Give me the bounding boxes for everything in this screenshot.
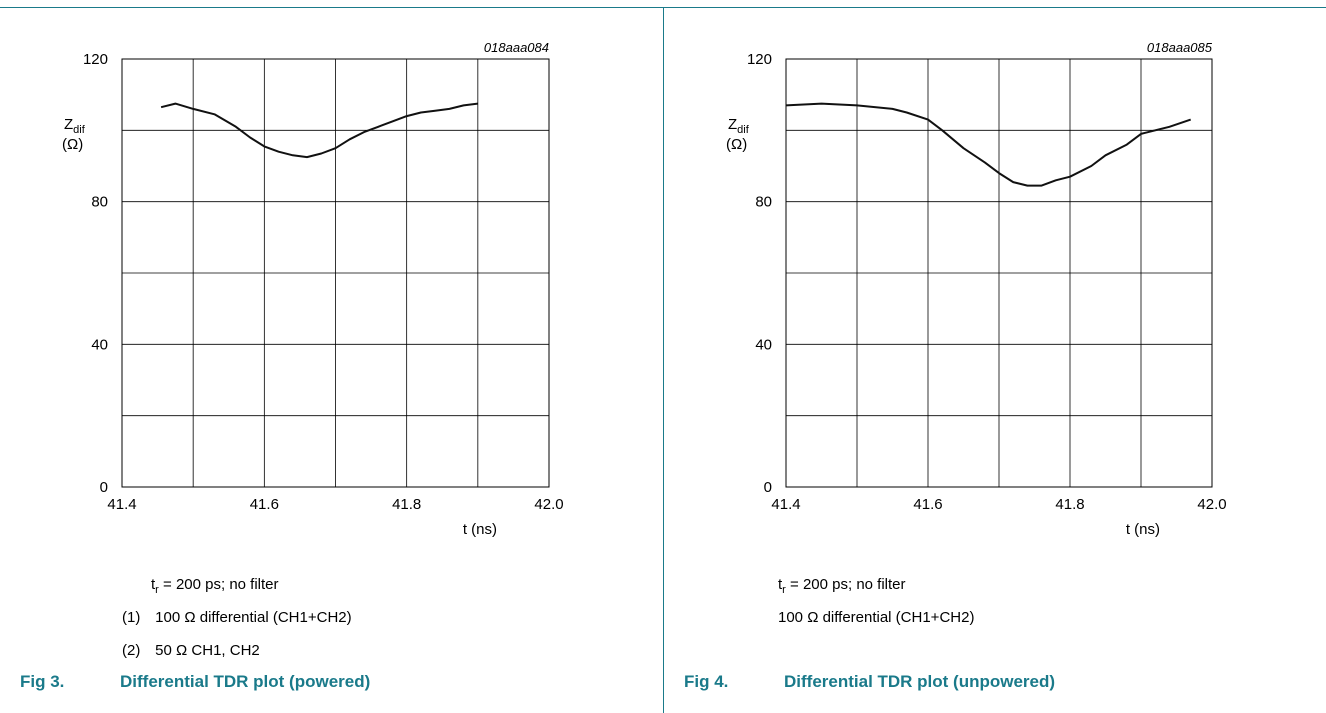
figure-title: Differential TDR plot (powered) <box>120 672 371 691</box>
tdr-chart-powered: 0 40 80 120 41.4 41.6 41.8 42.0 Zdif(Ω) t (ns) 018… <box>62 40 564 538</box>
figure-caption: Fig 4. Differential TDR plot (unpowered) <box>684 672 1055 692</box>
test-condition: tr = 200 ps; no filter <box>778 576 906 596</box>
y-tick-label: 80 <box>91 194 108 211</box>
x-axis-label: t (ns) <box>463 521 497 538</box>
x-tick-label: 41.6 <box>250 496 279 513</box>
figure-panel-unpowered: 0 40 80 120 41.4 41.6 41.8 42.0 Zdif (Ω) t (ns) 018… <box>664 8 1326 713</box>
condition-item-1: 100 Ω differential (CH1+CH2) <box>778 609 975 626</box>
condition-item-1: (1) 100 Ω differential (CH1+CH2) <box>122 609 352 626</box>
x-axis-label: t (ns) <box>1126 521 1160 538</box>
figure-code: 018aaa084 <box>484 40 549 55</box>
x-tick-label: 41.8 <box>392 496 421 513</box>
tdr-chart-unpowered: 0 40 80 120 41.4 41.6 41.8 42.0 Zdif(Ω) t (ns) 018… <box>726 40 1227 538</box>
figure-caption: Fig 3. Differential TDR plot (powered) <box>20 672 370 692</box>
y-tick-label: 40 <box>91 336 108 353</box>
y-tick-label: 0 <box>764 479 772 496</box>
x-tick-label: 41.8 <box>1055 496 1084 513</box>
test-condition: tr = 200 ps; no filter <box>151 576 279 596</box>
x-tick-label: 42.0 <box>534 496 563 513</box>
figure-number: Fig 3. <box>20 672 65 691</box>
x-tick-label: 42.0 <box>1197 496 1226 513</box>
y-axis-label: Zdif <box>728 116 750 136</box>
y-tick-label: 120 <box>83 51 108 68</box>
x-tick-label: 41.4 <box>771 496 800 513</box>
figure-panel-powered: 0 40 80 120 41.4 41.6 41.8 42.0 Zdif (Ω) t (ns) 018… <box>0 8 663 713</box>
panel-divider <box>663 7 664 713</box>
y-axis-unit: (Ω) <box>726 136 747 153</box>
condition-item-2: (2) 50 Ω CH1, CH2 <box>122 642 260 659</box>
y-axis-unit: (Ω) <box>62 136 83 153</box>
y-axis-label: Zdif <box>64 116 86 136</box>
figure-code: 018aaa085 <box>1147 40 1213 55</box>
x-tick-label: 41.6 <box>913 496 942 513</box>
y-tick-label: 40 <box>755 336 772 353</box>
y-tick-label: 0 <box>100 479 108 496</box>
figure-number: Fig 4. <box>684 672 729 691</box>
y-tick-label: 120 <box>747 51 772 68</box>
impedance-curve <box>160 102 478 159</box>
figure-title: Differential TDR plot (unpowered) <box>784 672 1056 691</box>
impedance-curve <box>785 102 1192 187</box>
plot-frame <box>121 58 550 488</box>
plot-frame <box>785 58 1213 488</box>
y-tick-label: 80 <box>755 194 772 211</box>
x-tick-label: 41.4 <box>107 496 136 513</box>
